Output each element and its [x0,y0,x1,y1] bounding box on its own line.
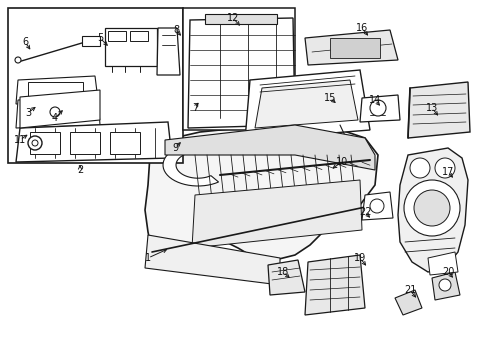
Bar [330,38,380,58]
Polygon shape [395,290,422,315]
Circle shape [50,107,60,117]
Polygon shape [163,144,219,186]
Circle shape [28,136,42,150]
Text: 9: 9 [172,143,178,153]
Polygon shape [268,260,305,295]
Bar [108,31,126,41]
Bar [110,132,140,154]
Polygon shape [428,252,458,275]
Text: 12: 12 [227,13,239,23]
Circle shape [439,279,451,291]
Text: 19: 19 [354,253,366,263]
Bar [30,132,60,154]
Polygon shape [192,180,362,248]
Text: 1: 1 [145,253,151,263]
Polygon shape [305,30,398,65]
Text: 15: 15 [324,93,336,103]
Bar [130,31,148,41]
Polygon shape [305,255,365,315]
Polygon shape [16,76,98,104]
Polygon shape [165,125,375,170]
Polygon shape [16,97,100,128]
Circle shape [435,158,455,178]
Polygon shape [398,148,468,272]
Bar [238,14,248,19]
Bar [82,36,100,46]
Polygon shape [157,28,180,75]
Circle shape [414,190,450,226]
Polygon shape [245,70,370,140]
Text: 10: 10 [336,157,348,167]
Polygon shape [255,80,358,128]
Text: 11: 11 [14,135,26,145]
Text: 17: 17 [442,167,454,177]
Text: 18: 18 [277,267,289,277]
Bar [70,132,100,154]
Text: 20: 20 [442,267,454,277]
Polygon shape [188,18,295,128]
Bar [183,8,295,130]
Circle shape [370,199,384,213]
Polygon shape [360,95,400,122]
Text: 3: 3 [25,108,31,118]
Circle shape [404,180,460,236]
Text: 22: 22 [359,207,371,217]
Bar [8,8,183,163]
Circle shape [15,57,21,63]
Polygon shape [145,235,280,285]
Polygon shape [20,90,100,128]
Text: 2: 2 [77,165,83,175]
Text: 13: 13 [426,103,438,113]
Circle shape [410,158,430,178]
Bar [28,82,83,96]
Polygon shape [362,192,393,220]
Polygon shape [16,122,172,162]
Text: 4: 4 [52,113,58,123]
Circle shape [370,100,386,116]
Text: 14: 14 [369,95,381,105]
Polygon shape [408,82,470,138]
Text: 6: 6 [22,37,28,47]
Bar [205,14,277,24]
Text: 7: 7 [192,103,198,113]
Text: 16: 16 [356,23,368,33]
Polygon shape [432,272,460,300]
Text: 21: 21 [404,285,416,295]
Bar [105,28,157,66]
Polygon shape [145,125,378,270]
Text: 8: 8 [173,25,179,35]
Circle shape [32,140,38,146]
Text: 5: 5 [97,33,103,43]
